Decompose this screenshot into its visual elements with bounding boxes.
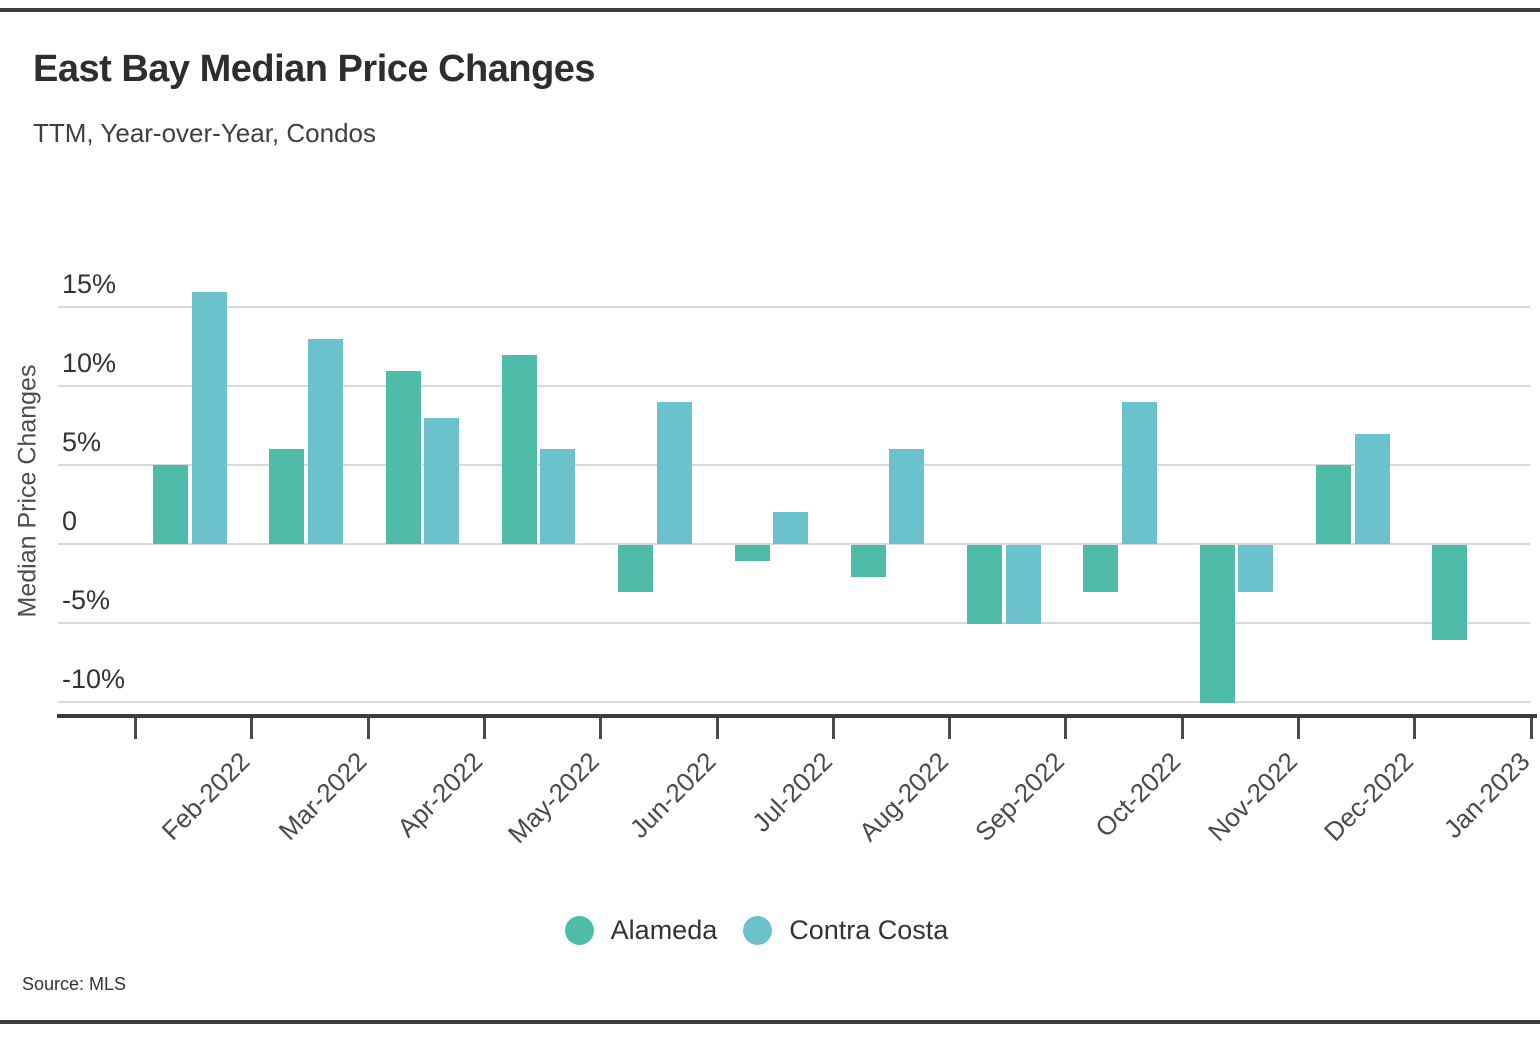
legend-label-alameda: Alameda (610, 914, 718, 945)
legend-item-contra-costa: Contra Costa (743, 915, 948, 946)
x-axis-tick-0 (134, 718, 137, 739)
x-label-jun-2022: Jun-2022 (623, 746, 722, 844)
x-axis-tick-11 (1413, 718, 1417, 739)
chart-subtitle: TTM, Year-over-Year, Condos (33, 118, 376, 148)
x-axis-tick-1 (250, 718, 254, 739)
x-axis-tick-5 (715, 718, 719, 739)
bar-alameda-aug-2022 (850, 545, 886, 577)
x-label-apr-2022: Apr-2022 (391, 746, 489, 843)
bar-alameda-feb-2022 (153, 465, 188, 544)
bar-alameda-jun-2022 (618, 545, 654, 593)
x-axis-tick-6 (831, 718, 835, 739)
x-axis-tick-10 (1297, 718, 1300, 739)
x-axis-tick-12 (1529, 718, 1533, 739)
x-axis-tick-9 (1180, 718, 1184, 739)
gridline--10 (58, 700, 1530, 703)
legend: Alameda Contra Costa (0, 905, 1513, 955)
x-label-aug-2022: Aug-2022 (852, 746, 954, 847)
bar-alameda-sep-2022 (967, 545, 1003, 624)
bar-alameda-may-2022 (501, 354, 537, 544)
bar-contra-costa-nov-2022 (1238, 545, 1274, 593)
y-tick-label-10: 10% (62, 348, 117, 379)
bar-alameda-jul-2022 (734, 545, 770, 561)
gridline-10 (58, 385, 1530, 388)
legend-swatch-contra-costa-icon (743, 915, 773, 945)
bar-alameda-mar-2022 (269, 449, 305, 544)
x-axis-line (57, 714, 1537, 718)
y-tick-label--10: -10% (62, 663, 126, 694)
y-tick-label-5: 5% (62, 427, 102, 458)
legend-label-contra-costa: Contra Costa (789, 914, 949, 945)
x-label-feb-2022: Feb-2022 (156, 746, 256, 846)
bar-contra-costa-dec-2022 (1354, 433, 1390, 544)
chart-title: East Bay Median Price Changes (33, 48, 596, 90)
bar-alameda-nov-2022 (1199, 545, 1235, 703)
x-label-dec-2022: Dec-2022 (1318, 746, 1419, 847)
x-label-mar-2022: Mar-2022 (272, 746, 373, 846)
bar-contra-costa-oct-2022 (1121, 402, 1157, 544)
bar-alameda-oct-2022 (1083, 545, 1119, 593)
x-axis-tick-7 (948, 718, 952, 739)
bar-alameda-dec-2022 (1316, 465, 1351, 544)
bar-alameda-apr-2022 (385, 370, 421, 544)
x-label-sep-2022: Sep-2022 (969, 746, 1071, 847)
bar-contra-costa-jun-2022 (656, 402, 692, 544)
source-note: Source: MLS (22, 974, 127, 994)
x-axis-tick-3 (482, 718, 486, 739)
y-tick-label--5: -5% (62, 584, 111, 615)
top-border (0, 8, 1540, 12)
gridline-5 (58, 464, 1530, 467)
x-axis-tick-4 (599, 718, 603, 739)
gridline-15 (58, 306, 1530, 309)
bar-alameda-jan-2023 (1432, 545, 1468, 640)
gridline--5 (58, 621, 1530, 624)
y-tick-label-0: 0 (62, 506, 78, 536)
bar-contra-costa-aug-2022 (889, 449, 925, 544)
bar-contra-costa-jul-2022 (773, 512, 808, 544)
bar-contra-costa-sep-2022 (1005, 545, 1041, 624)
x-label-may-2022: May-2022 (501, 746, 605, 849)
y-tick-label-15: 15% (62, 269, 117, 300)
legend-item-alameda: Alameda (564, 914, 718, 946)
x-label-oct-2022: Oct-2022 (1089, 746, 1187, 843)
x-axis-tick-8 (1064, 718, 1068, 739)
bar-contra-costa-apr-2022 (424, 417, 460, 544)
x-label-jul-2022: Jul-2022 (745, 746, 838, 838)
bar-contra-costa-mar-2022 (307, 338, 343, 544)
legend-swatch-alameda-icon (564, 915, 594, 945)
gridline-0 (58, 543, 1530, 545)
bottom-border (0, 1020, 1540, 1024)
x-label-jan-2023: Jan-2023 (1437, 746, 1536, 844)
x-label-nov-2022: Nov-2022 (1201, 746, 1303, 847)
bar-contra-costa-may-2022 (540, 449, 576, 544)
bar-contra-costa-feb-2022 (191, 291, 227, 544)
x-axis-tick-2 (366, 718, 370, 739)
